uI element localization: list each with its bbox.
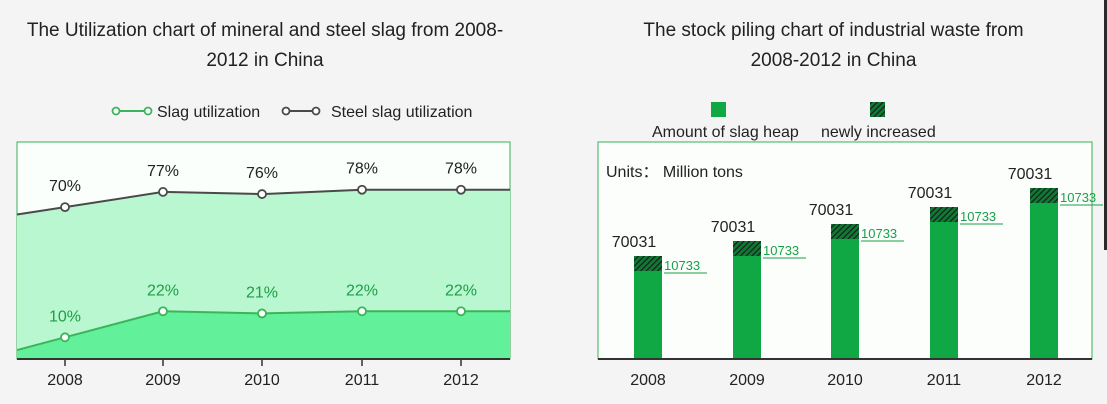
x-tick-label: 2008 [630, 372, 666, 389]
steel-slag-point [257, 189, 267, 199]
slag-heap-value-label: 70031 [809, 202, 854, 219]
slag-value-label: 21% [246, 284, 278, 301]
chart-legend: Amount of slag heap newly increased [652, 102, 936, 141]
slag-point [257, 308, 267, 319]
slag-heap-bar [634, 271, 662, 359]
slag-heap-value-label: 70031 [711, 219, 756, 236]
slag-area [17, 311, 510, 359]
slag-value-label: 22% [147, 282, 179, 299]
newly-increased-value-label: 10733 [1060, 190, 1096, 205]
slag-point [60, 332, 70, 343]
newly-increased-bar [733, 241, 761, 256]
legend-label-slag-heap: Amount of slag heap [652, 124, 799, 141]
steel-slag-point [60, 202, 70, 213]
steel-slag-value-label: 78% [346, 161, 378, 178]
slag-value-label: 10% [49, 308, 81, 325]
newly-increased-value-label: 10733 [763, 243, 799, 258]
panel-edge-divider [1104, 0, 1107, 250]
legend-swatch-newly-increased [870, 102, 885, 117]
x-tick-label: 2008 [47, 372, 83, 389]
slag-heap-value-label: 70031 [1008, 166, 1053, 183]
legend-label: Steel slag utilization [331, 104, 472, 121]
slag-heap-bar [831, 239, 859, 359]
newly-increased-bar [831, 224, 859, 239]
legend-label-newly-increased: newly increased [821, 124, 936, 141]
legend-marker [311, 106, 321, 116]
units-label: Units： Million tons [606, 164, 743, 181]
slag-point [456, 306, 466, 317]
slag-value-label: 22% [346, 282, 378, 299]
legend-marker [111, 106, 121, 116]
x-tick-label: 2010 [827, 372, 863, 389]
legend-marker [143, 106, 153, 116]
newly-increased-bar [930, 207, 958, 222]
x-tick-label: 2011 [345, 372, 380, 389]
slag-point [158, 306, 168, 317]
newly-increased-bar [634, 256, 662, 271]
slag-value-label: 22% [445, 282, 477, 299]
x-tick-label: 2009 [729, 372, 765, 389]
utilization-chart-panel: The Utilization chart of mineral and ste… [0, 0, 530, 404]
legend-swatch-slag-heap [711, 102, 726, 117]
legend-label: Slag utilization [157, 104, 260, 121]
x-tick-label: 2012 [1026, 372, 1062, 389]
utilization-chart: Slag utilization Steel slag utilization 70… [16, 104, 511, 389]
slag-heap-bar [1030, 203, 1058, 359]
steel-slag-value-label: 76% [246, 165, 278, 182]
x-tick-label: 2009 [145, 372, 181, 389]
steel-slag-value-label: 77% [147, 163, 179, 180]
legend-marker [281, 106, 291, 116]
newly-increased-value-label: 10733 [664, 258, 700, 273]
slag-heap-value-label: 70031 [908, 185, 953, 202]
stockpiling-chart-title: The stock piling chart of industrial was… [560, 16, 1107, 76]
steel-slag-point [357, 184, 367, 195]
x-tick-label: 2012 [443, 372, 479, 389]
utilization-title-line2: 2012 in China [206, 50, 324, 71]
steel-slag-value-label: 78% [445, 161, 477, 178]
slag-heap-value-label: 70031 [612, 234, 657, 251]
stockpiling-chart-panel: The stock piling chart of industrial was… [560, 0, 1107, 404]
x-tick-label: 2010 [244, 372, 280, 389]
x-tick-label: 2011 [927, 372, 962, 389]
stockpiling-title-line1: The stock piling chart of industrial was… [643, 20, 1024, 41]
utilization-title-line1: The Utilization chart of mineral and ste… [26, 20, 504, 41]
newly-increased-bar [1030, 188, 1058, 203]
newly-increased-value-label: 10733 [861, 226, 897, 241]
slag-heap-bar [733, 256, 761, 359]
chart-legend: Slag utilization Steel slag utilization [111, 104, 472, 121]
slag-point [357, 306, 367, 317]
steel-slag-point [158, 187, 168, 197]
slag-heap-bar [930, 222, 958, 359]
steel-slag-value-label: 70% [49, 178, 81, 195]
stockpiling-title-line2: 2008-2012 in China [750, 50, 917, 71]
newly-increased-value-label: 10733 [960, 209, 996, 224]
steel-slag-point [456, 184, 466, 195]
utilization-chart-title: The Utilization chart of mineral and ste… [0, 16, 530, 76]
stockpiling-chart: Amount of slag heap newly increased Units：… [597, 102, 1103, 389]
